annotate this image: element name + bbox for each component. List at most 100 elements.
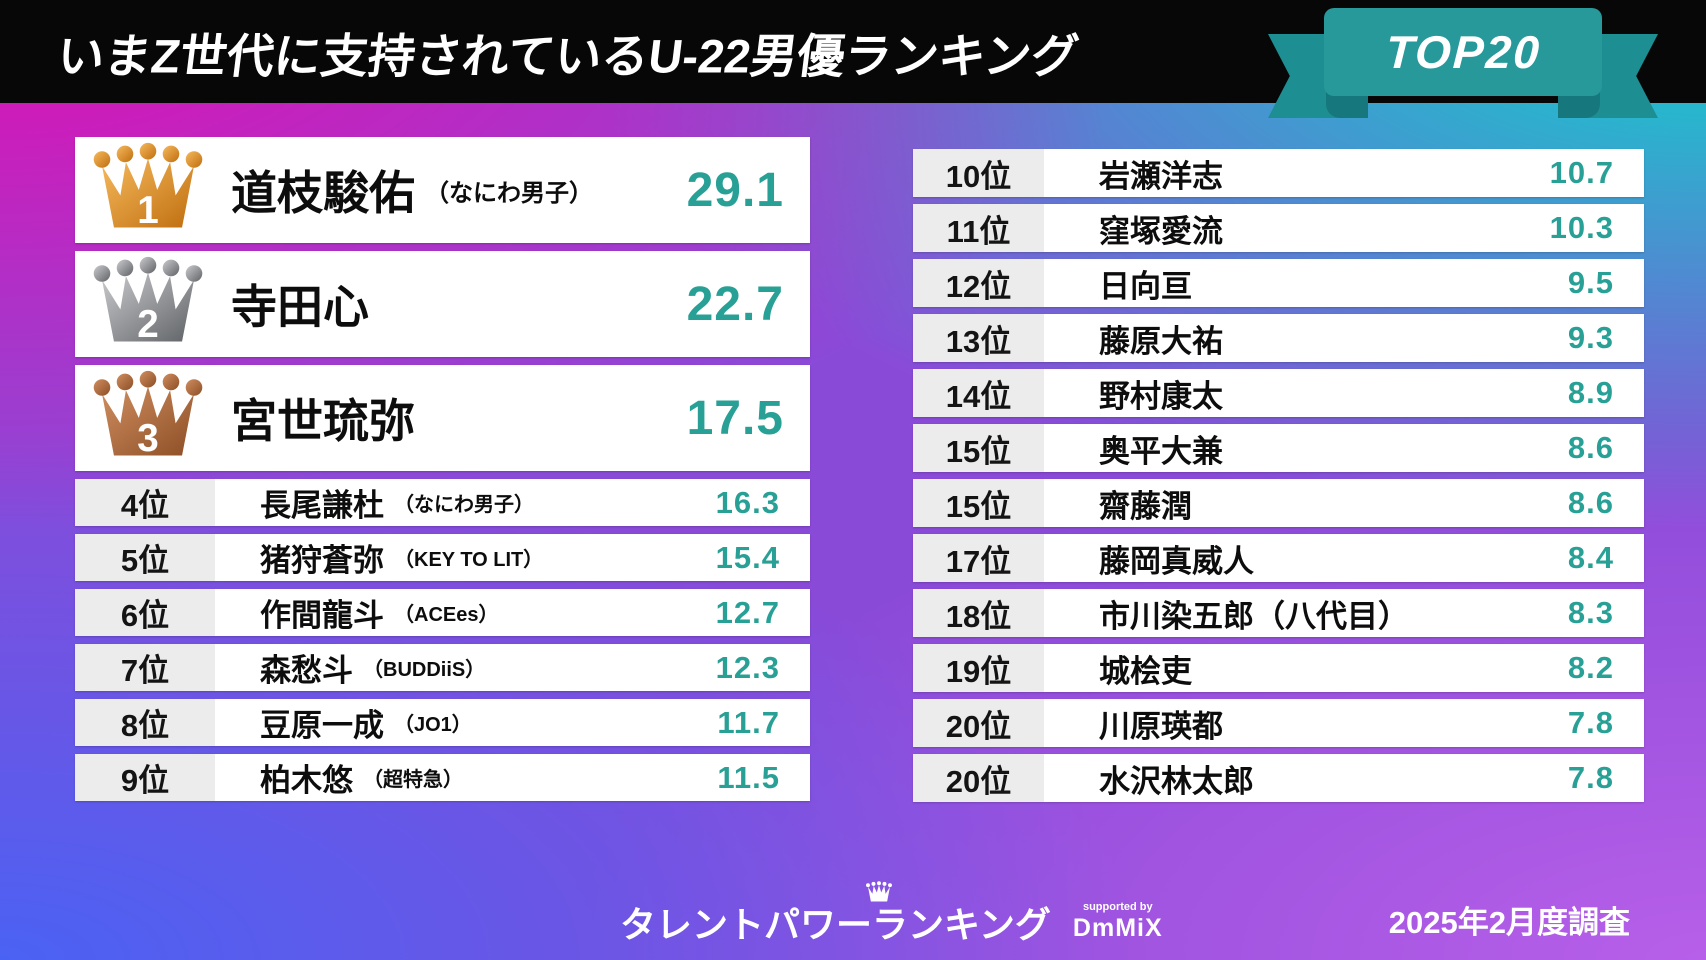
ranking-row: 17位 藤岡真威人 8.4	[913, 534, 1644, 582]
ranking-left-column: 1 道枝駿佑 （なにわ男子） 29.1 2 寺田心 22.7 3 宮世琉弥 17…	[75, 137, 810, 809]
ranking-row: 18位 市川染五郎（八代目） 8.3	[913, 589, 1644, 637]
actor-name: 藤原大祐	[1099, 323, 1223, 359]
actor-name: 藤岡真威人	[1099, 543, 1254, 579]
rank-label: 5位	[75, 534, 215, 581]
ranking-row: 15位 奥平大兼 8.6	[913, 424, 1644, 472]
actor-name: 窪塚愛流	[1099, 213, 1223, 249]
actor-name: 城桧吏	[1099, 653, 1192, 689]
ranking-row: 19位 城桧吏 8.2	[913, 644, 1644, 692]
score-value: 8.3	[1567, 595, 1614, 630]
actor-name: 柏木悠	[260, 763, 353, 798]
actor-name: 齋藤潤	[1099, 488, 1192, 524]
crown-icon-slot: 3	[75, 370, 207, 467]
group-name: （超特急）	[363, 769, 463, 791]
svg-text:1: 1	[137, 188, 158, 231]
score-value: 10.3	[1549, 210, 1614, 245]
score-value: 11.7	[717, 704, 780, 740]
rank-label: 9位	[75, 754, 215, 801]
ranking-row: 15位 齋藤潤 8.6	[913, 479, 1644, 527]
survey-period: 2025年2月度調査	[1388, 905, 1630, 940]
rank-label: 12位	[913, 259, 1044, 307]
actor-name: 宮世琉弥	[231, 395, 415, 447]
ranking-row: 12位 日向亘 9.5	[913, 259, 1644, 307]
actor-name: 豆原一成	[260, 708, 384, 743]
crown-icon-slot: 1	[75, 142, 207, 239]
brand-logo: タレントパワーランキング	[620, 881, 1051, 948]
score-value: 8.9	[1567, 375, 1614, 410]
score-value: 16.3	[715, 484, 780, 520]
brand-logo-text: タレントパワーランキング	[620, 904, 1051, 945]
svg-text:3: 3	[137, 416, 158, 459]
group-name: （KEY TO LIT）	[394, 549, 544, 571]
rank-label: 15位	[913, 479, 1044, 527]
score-value: 15.4	[715, 539, 780, 575]
rank-label: 14位	[913, 369, 1044, 417]
actor-name: 日向亘	[1099, 268, 1192, 304]
score-value: 10.7	[1549, 155, 1614, 190]
score-value: 29.1	[686, 163, 784, 217]
rank-label: 18位	[913, 589, 1044, 637]
actor-name: 森愁斗	[260, 653, 353, 688]
rank-label: 10位	[913, 149, 1044, 197]
ranking-row: 20位 川原瑛都 7.8	[913, 699, 1644, 747]
rank-label: 20位	[913, 754, 1044, 802]
actor-name: 猪狩蒼弥	[260, 543, 384, 578]
ranking-row: 5位 猪狩蒼弥 （KEY TO LIT） 15.4	[75, 534, 810, 581]
ranking-row: 10位 岩瀬洋志 10.7	[913, 149, 1644, 197]
ranking-top-row: 1 道枝駿佑 （なにわ男子） 29.1	[75, 137, 810, 243]
sponsor-logo: DmMiX	[1072, 913, 1163, 942]
ranking-row: 20位 水沢林太郎 7.8	[913, 754, 1644, 802]
rank-label: 7位	[75, 644, 215, 691]
ranking-row: 9位 柏木悠 （超特急） 11.5	[75, 754, 810, 801]
score-value: 11.5	[717, 759, 780, 795]
ranking-row: 8位 豆原一成 （JO1） 11.7	[75, 699, 810, 746]
badge-label: TOP20	[1384, 26, 1542, 78]
score-value: 12.3	[715, 649, 780, 685]
score-value: 8.6	[1567, 485, 1614, 520]
ranking-row: 11位 窪塚愛流 10.3	[913, 204, 1644, 252]
group-name: （なにわ男子）	[425, 179, 593, 207]
actor-name: 市川染五郎（八代目）	[1099, 598, 1409, 634]
rank-label: 8位	[75, 699, 215, 746]
actor-name: 野村康太	[1099, 378, 1223, 414]
crown-bronze-icon: 3	[93, 370, 203, 459]
score-value: 17.5	[686, 391, 784, 445]
top20-ribbon: TOP20	[1268, 8, 1658, 120]
actor-name: 水沢林太郎	[1099, 763, 1254, 799]
actor-name: 長尾謙杜	[260, 488, 384, 523]
group-name: （JO1）	[394, 714, 472, 736]
crown-silver-icon: 2	[93, 256, 203, 345]
ranking-row: 7位 森愁斗 （BUDDiiS） 12.3	[75, 644, 810, 691]
crown-gold-icon: 1	[93, 142, 203, 231]
page-title: いまZ世代に支持されているU-22男優ランキング	[54, 29, 1082, 82]
ranking-top-row: 2 寺田心 22.7	[75, 251, 810, 357]
score-value: 8.4	[1567, 540, 1614, 575]
rank-label: 6位	[75, 589, 215, 636]
rank-label: 13位	[913, 314, 1044, 362]
score-value: 7.8	[1567, 760, 1614, 795]
ranking-row: 6位 作間龍斗 （ACEes） 12.7	[75, 589, 810, 636]
ranking-row: 4位 長尾謙杜 （なにわ男子） 16.3	[75, 479, 810, 526]
score-value: 9.5	[1567, 265, 1614, 300]
ranking-row: 14位 野村康太 8.9	[913, 369, 1644, 417]
score-value: 7.8	[1567, 705, 1614, 740]
score-value: 8.6	[1567, 430, 1614, 465]
score-value: 8.2	[1567, 650, 1614, 685]
rank-label: 20位	[913, 699, 1044, 747]
ribbon-badge: TOP20	[1324, 8, 1602, 96]
actor-name: 奥平大兼	[1099, 433, 1223, 469]
rank-label: 19位	[913, 644, 1044, 692]
group-name: （ACEes）	[394, 604, 499, 626]
logo-crown-icon	[866, 881, 893, 902]
actor-name: 川原瑛都	[1099, 708, 1223, 744]
ranking-row: 13位 藤原大祐 9.3	[913, 314, 1644, 362]
score-value: 9.3	[1567, 320, 1614, 355]
group-name: （なにわ男子）	[394, 494, 534, 516]
actor-name: 岩瀬洋志	[1099, 158, 1223, 194]
brand-lockup: タレントパワーランキング supported by DmMiX	[620, 881, 1163, 948]
actor-name: 作間龍斗	[260, 598, 384, 633]
svg-text:2: 2	[137, 302, 158, 345]
ranking-top-row: 3 宮世琉弥 17.5	[75, 365, 810, 471]
ranking-right-column: 10位 岩瀬洋志 10.7 11位 窪塚愛流 10.3 12位 日向亘 9.5 …	[913, 149, 1644, 809]
